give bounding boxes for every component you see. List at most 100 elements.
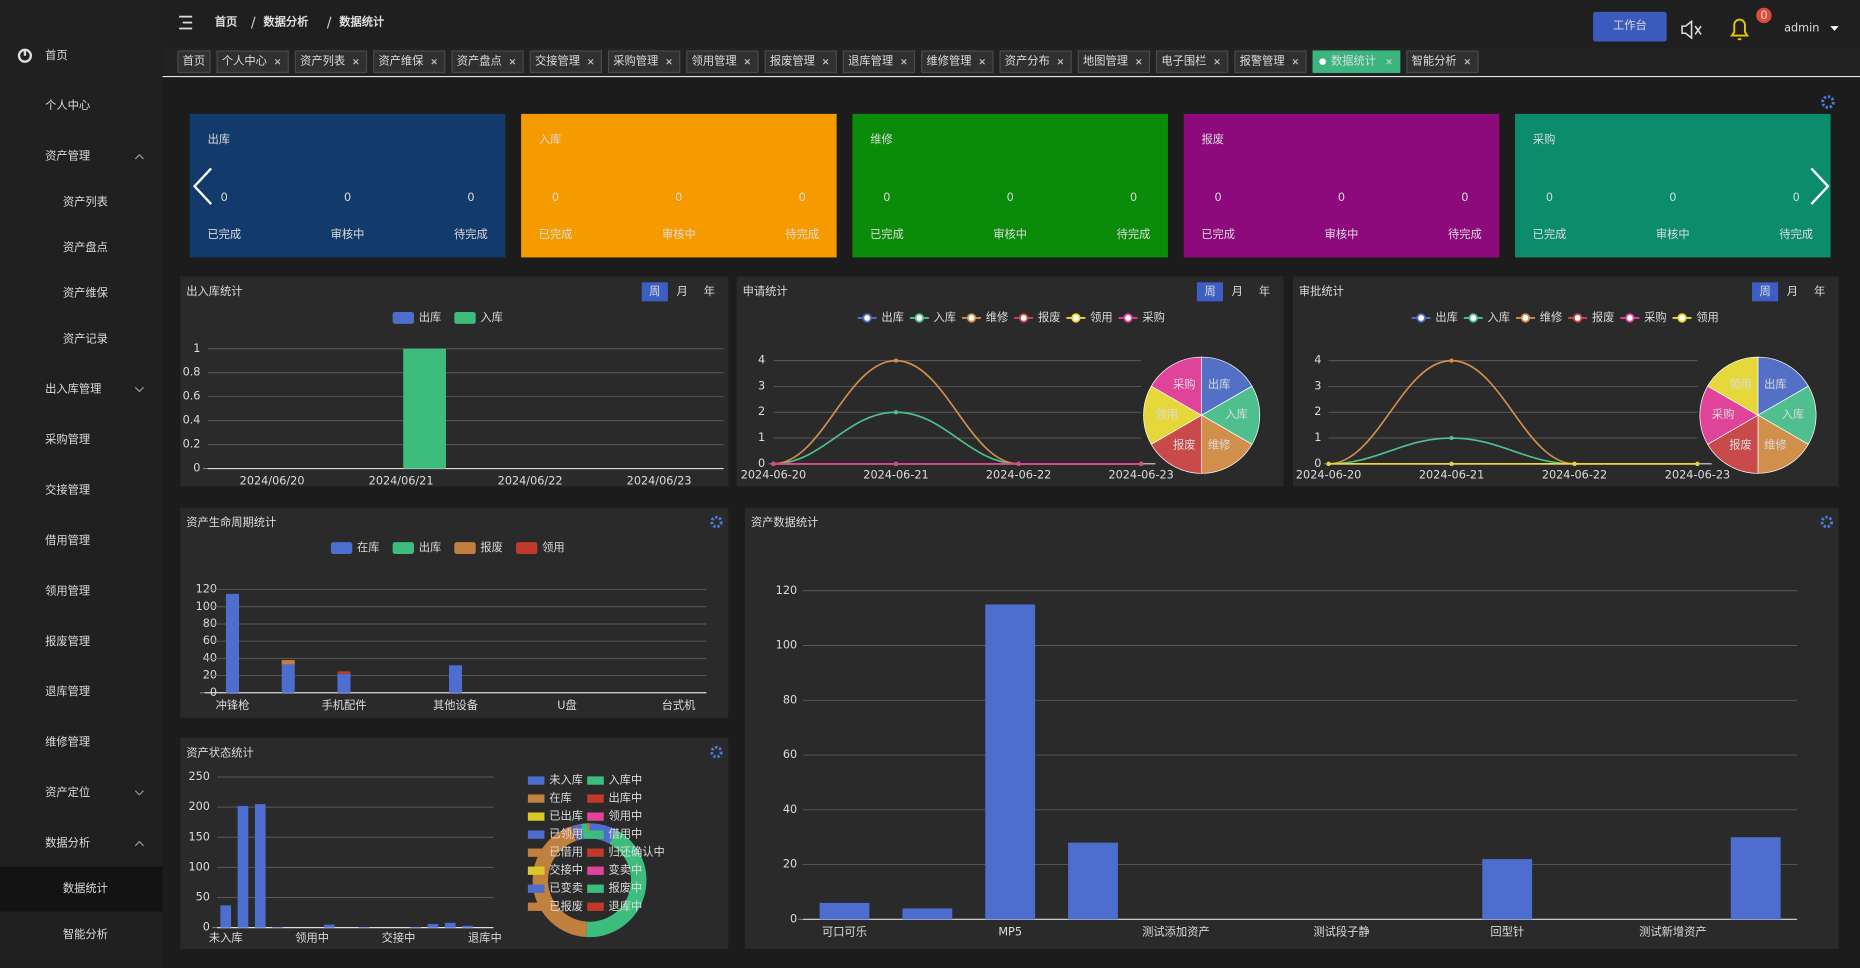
breadcrumb-item[interactable]: 首页 [215, 15, 238, 29]
tab-close[interactable] [1386, 58, 1392, 65]
settings-icon[interactable] [1821, 95, 1835, 109]
submenu-item[interactable]: 智能分析 [63, 927, 108, 941]
workbench-button[interactable] [1593, 11, 1667, 42]
tab[interactable] [686, 50, 759, 73]
tab[interactable] [1077, 50, 1151, 73]
tab-close[interactable] [822, 58, 829, 65]
tab-label[interactable]: 资产维保 [378, 54, 424, 68]
tab-close[interactable] [274, 58, 281, 65]
period-label[interactable]: 周 [1204, 285, 1215, 298]
tab[interactable] [373, 50, 446, 73]
tab[interactable] [529, 50, 603, 73]
menu-item[interactable]: 采购管理 [45, 432, 90, 446]
carousel-next[interactable] [1810, 167, 1830, 205]
menu-item[interactable]: 首页 [45, 48, 68, 62]
menu-item[interactable]: 报废管理 [45, 634, 90, 648]
tab-close[interactable] [509, 58, 516, 65]
tab[interactable] [999, 50, 1072, 73]
tab-close[interactable] [431, 58, 437, 65]
tab-label[interactable]: 智能分析 [1412, 54, 1457, 68]
tab-close[interactable] [1214, 58, 1220, 65]
carousel-prev[interactable] [192, 167, 213, 205]
breadcrumb-item[interactable]: 数据分析 [263, 15, 308, 29]
period-label[interactable]: 月 [1787, 285, 1798, 298]
tab[interactable] [842, 50, 916, 73]
tab-close[interactable] [666, 58, 672, 65]
period-button[interactable] [641, 282, 668, 302]
tab-close[interactable] [1057, 58, 1064, 65]
submenu-item[interactable]: 资产记录 [63, 331, 108, 345]
menu-item[interactable]: 借用管理 [45, 533, 90, 547]
menu-item[interactable]: 资产管理 [45, 149, 90, 163]
menu-item[interactable]: 资产定位 [45, 785, 90, 799]
submenu-item[interactable]: 资产维保 [63, 286, 109, 300]
settings-icon[interactable] [710, 745, 723, 759]
tab-label[interactable]: 报废管理 [770, 54, 815, 68]
tab-label[interactable]: 资产盘点 [457, 54, 502, 68]
tab[interactable] [1155, 50, 1229, 73]
tab-close[interactable] [1136, 58, 1142, 65]
submenu-item[interactable]: 数据统计 [63, 881, 108, 895]
tab[interactable] [607, 50, 681, 73]
settings-icon[interactable] [1820, 515, 1834, 529]
tab-close[interactable] [979, 58, 985, 65]
menu-item[interactable]: 退库管理 [45, 684, 90, 698]
tab-label[interactable]: 首页 [183, 54, 206, 68]
tab-label[interactable]: 报警管理 [1240, 54, 1285, 68]
tab-label[interactable]: 资产分布 [1005, 54, 1050, 68]
period-button[interactable] [1196, 282, 1223, 302]
tab[interactable] [451, 50, 524, 73]
tab[interactable] [921, 50, 994, 73]
tab-close[interactable] [744, 58, 751, 65]
line-point [1449, 358, 1454, 363]
period-label[interactable]: 月 [1232, 285, 1243, 298]
period-label[interactable]: 年 [1814, 284, 1825, 298]
tab-label[interactable]: 维修管理 [926, 54, 971, 68]
tab-close[interactable] [587, 58, 594, 65]
tab[interactable] [764, 50, 837, 73]
menu-item[interactable]: 领用管理 [45, 583, 90, 597]
tab-label[interactable]: 退库管理 [848, 54, 893, 68]
tab[interactable] [1234, 50, 1307, 73]
tab-label[interactable]: 采购管理 [613, 54, 658, 68]
user-caret[interactable] [1830, 26, 1839, 31]
period-label[interactable]: 周 [649, 285, 660, 298]
mute-icon[interactable] [1681, 19, 1702, 40]
bell-icon[interactable] [1730, 18, 1750, 41]
tab-close[interactable] [353, 58, 359, 65]
menu-item[interactable]: 出入库管理 [45, 382, 101, 396]
menu-toggle[interactable] [179, 15, 193, 30]
submenu-item[interactable]: 资产盘点 [63, 240, 108, 254]
tab-label[interactable]: 地图管理 [1083, 54, 1128, 68]
tab-close[interactable] [1292, 58, 1299, 65]
menu-item[interactable]: 交接管理 [45, 483, 90, 497]
tab[interactable] [216, 50, 289, 73]
tab[interactable] [294, 50, 368, 73]
submenu-item[interactable]: 资产列表 [63, 194, 108, 208]
menu-item[interactable]: 数据分析 [45, 835, 90, 849]
tab-label[interactable]: 资产列表 [300, 54, 345, 68]
period-label[interactable]: 月 [676, 285, 687, 298]
tab-close[interactable] [1464, 58, 1471, 65]
menu-item[interactable]: 个人中心 [45, 99, 90, 112]
tab-label[interactable]: 领用管理 [692, 54, 737, 68]
period-label[interactable]: 周 [1759, 285, 1770, 298]
x-tick-label: 2024-06-20 [741, 469, 806, 482]
user-name[interactable]: admin [1784, 21, 1819, 34]
tab-label[interactable]: 个人中心 [222, 55, 267, 68]
tab[interactable] [177, 50, 211, 73]
tab[interactable] [1312, 50, 1401, 73]
legend-label: 归还确认中 [609, 845, 665, 859]
tab[interactable] [1406, 50, 1479, 73]
period-button[interactable] [1752, 282, 1779, 302]
menu-item[interactable]: 维修管理 [45, 735, 90, 749]
period-label[interactable]: 年 [704, 284, 715, 298]
settings-icon[interactable] [710, 515, 723, 529]
workbench-label[interactable]: 工作台 [1613, 18, 1647, 32]
tab-label[interactable]: 电子围栏 [1161, 54, 1206, 68]
period-label[interactable]: 年 [1259, 284, 1270, 298]
tab-label[interactable]: 交接管理 [535, 54, 580, 68]
tab-close[interactable] [901, 58, 907, 65]
bar [337, 671, 351, 674]
tab-label[interactable]: 数据统计 [1331, 54, 1376, 68]
